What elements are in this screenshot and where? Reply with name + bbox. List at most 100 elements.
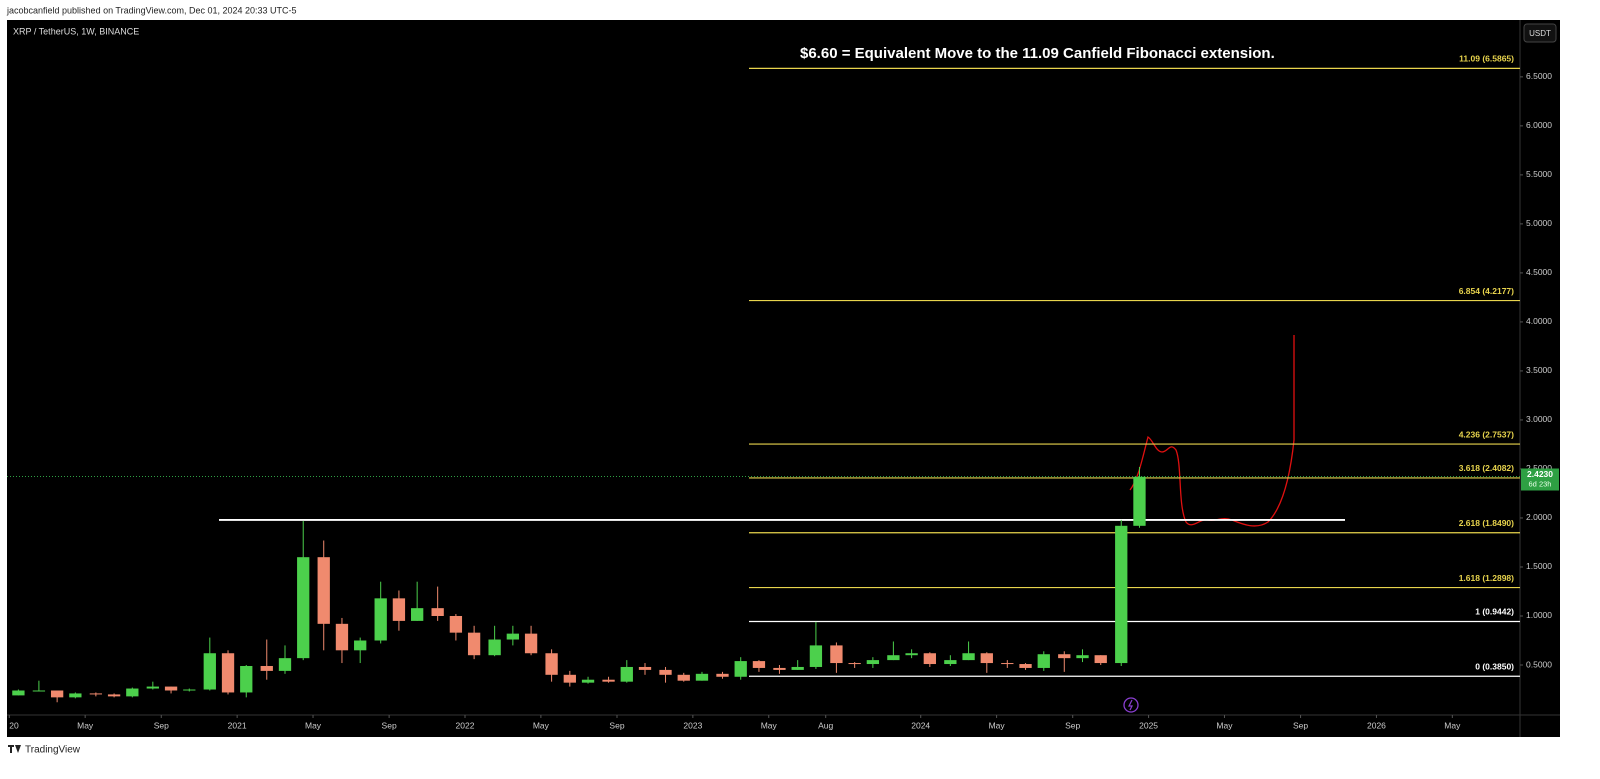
candle-body [905, 653, 918, 656]
candle-body [1058, 654, 1071, 659]
y-tick-label: 2.5000 [1526, 463, 1552, 473]
y-tick-label: 6.0000 [1526, 120, 1552, 130]
currency-button[interactable] [1523, 23, 1557, 43]
y-tick-label: 2.0000 [1526, 512, 1552, 522]
brand-logo [8, 745, 21, 753]
candle-body [620, 666, 633, 682]
candle-body [126, 688, 139, 697]
x-tick-label: May [77, 720, 94, 730]
x-tick-label: 2024 [911, 720, 930, 730]
candle-body [752, 661, 766, 668]
candle-body [887, 655, 900, 661]
candle-body [1019, 664, 1032, 668]
fib-label: 3.618 (2.4082) [1459, 463, 1514, 473]
candle-body [203, 653, 216, 690]
x-tick-label: 2026 [1367, 720, 1386, 730]
candle-body [12, 690, 25, 696]
candle-body [183, 689, 196, 691]
candle-body [335, 623, 349, 651]
x-tick-label: 2023 [683, 720, 702, 730]
fib-label: 11.09 (6.5865) [1459, 54, 1514, 64]
candle-body [659, 669, 672, 675]
candle-body [410, 608, 424, 621]
y-tick-label: 1.5000 [1526, 561, 1552, 571]
fib-label: 0 (0.3850) [1475, 662, 1514, 672]
candle-body [392, 598, 406, 621]
x-tick-label: May [1216, 720, 1233, 730]
x-tick-label: Sep [382, 720, 397, 730]
candle-body [146, 686, 159, 689]
x-tick-label: May [305, 720, 322, 730]
candle-body [524, 633, 538, 654]
candle-body [1115, 525, 1128, 664]
candle-body [962, 653, 975, 661]
plot-background [7, 20, 1560, 737]
last-price-label: 2.4230 [1527, 469, 1553, 479]
candle-body [773, 667, 786, 670]
x-tick-label: May [533, 720, 550, 730]
candle-body [431, 608, 444, 616]
x-tick-label: May [761, 720, 778, 730]
candle-body [107, 694, 121, 697]
candle-body [374, 598, 387, 641]
candle-body [89, 693, 103, 695]
x-tick-label: Sep [609, 720, 624, 730]
candle-body [467, 632, 481, 656]
candle-body [638, 666, 652, 670]
y-tick-label: 4.0000 [1526, 316, 1552, 326]
x-tick-label: 2025 [1139, 720, 1158, 730]
candle-body [1076, 655, 1089, 659]
brand: TradingView [25, 745, 81, 756]
x-tick-label: 2022 [456, 720, 475, 730]
projection-drawing [1129, 335, 1295, 527]
last-price-badge [1521, 468, 1559, 491]
candle-body [449, 615, 463, 633]
candle-body [545, 653, 558, 675]
y-tick-label: 6.5000 [1526, 71, 1552, 81]
candle-body [602, 679, 615, 682]
candle-body [1001, 663, 1014, 665]
x-tick-label: Aug [818, 720, 833, 730]
candle-body [830, 645, 843, 664]
candle-body [1094, 655, 1107, 664]
publish-info: jacobcanfield published on TradingView.c… [6, 5, 297, 15]
candle-body [69, 693, 82, 698]
y-tick-label: 1.0000 [1526, 610, 1552, 620]
candle-body [221, 653, 235, 693]
y-tick-label: 3.5000 [1526, 365, 1552, 375]
fib-label: 1.618 (1.2898) [1459, 573, 1514, 583]
candle-body [716, 673, 729, 677]
fib-label: 4.236 (2.7537) [1459, 429, 1514, 439]
event-icon-bolt [1128, 699, 1133, 711]
event-icon[interactable] [1123, 697, 1139, 713]
countdown: 6d 23h [1529, 479, 1552, 488]
annotation: $6.60 = Equivalent Move to the 11.09 Can… [800, 45, 1275, 62]
candle-body [923, 653, 936, 665]
y-tick-label: 5.5000 [1526, 169, 1552, 179]
candle-body [809, 645, 823, 667]
x-tick-label: Sep [154, 720, 169, 730]
x-tick-label: 20 [9, 720, 19, 730]
candle-body [240, 665, 253, 693]
candle-body [506, 633, 520, 640]
candle-body [1037, 654, 1050, 668]
candle-body [278, 658, 292, 671]
candle-body [866, 660, 880, 665]
x-tick-label: Sep [1293, 720, 1308, 730]
candle-body [944, 660, 957, 665]
candle-body [734, 661, 747, 677]
candle-body [164, 686, 178, 691]
fib-label: 2.618 (1.8490) [1459, 518, 1514, 528]
x-tick-label: 2021 [228, 720, 247, 730]
candle-body [1133, 476, 1146, 526]
y-tick-label: 5.0000 [1526, 218, 1552, 228]
candle-body [791, 666, 804, 670]
y-tick-label: 3.0000 [1526, 414, 1552, 424]
candle-body [488, 639, 501, 656]
currency-label: USDT [1529, 29, 1551, 38]
x-tick-label: May [1444, 720, 1461, 730]
fib-label: 6.854 (4.2177) [1459, 286, 1514, 296]
candle-body [317, 557, 330, 624]
candle-body [980, 653, 993, 664]
